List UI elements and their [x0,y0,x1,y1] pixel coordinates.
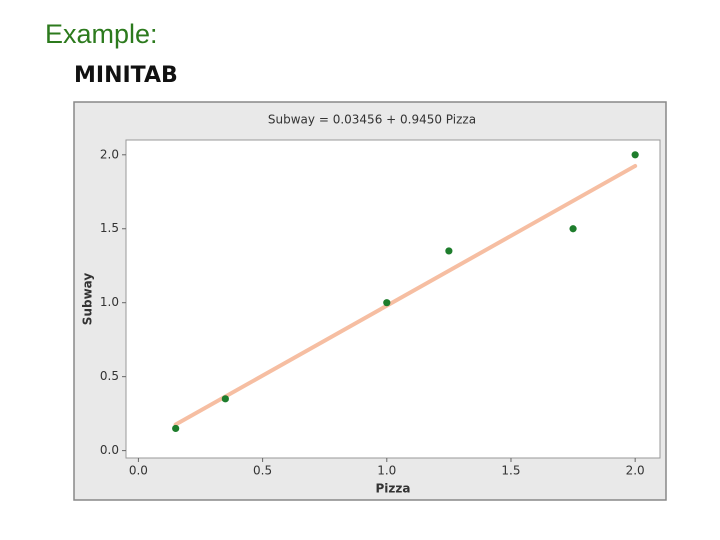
y-tick-label: 1.0 [100,295,119,309]
y-tick-label: 0.0 [100,443,119,457]
data-point [383,299,391,307]
y-tick-label: 1.5 [100,221,119,235]
data-point [631,151,639,159]
x-axis-label: Pizza [376,482,411,496]
x-tick-label: 1.0 [377,464,396,478]
y-tick-label: 2.0 [100,147,119,161]
x-tick-label: 0.0 [129,464,148,478]
x-tick-label: 0.5 [253,464,272,478]
x-tick-label: 1.5 [501,464,520,478]
data-point [221,395,229,403]
fit-line [173,163,638,427]
data-point [172,424,180,433]
plot-area [125,139,661,459]
chart-title: Subway = 0.03456 + 0.9450 Pizza [268,113,476,127]
y-tick-label: 0.5 [100,369,119,383]
subheading: MINITAB [74,63,178,88]
data-point [569,225,577,233]
y-axis-label: Subway [81,273,95,326]
data-point [445,247,453,255]
x-tick-label: 2.0 [626,464,645,478]
heading: Example: [45,19,158,49]
